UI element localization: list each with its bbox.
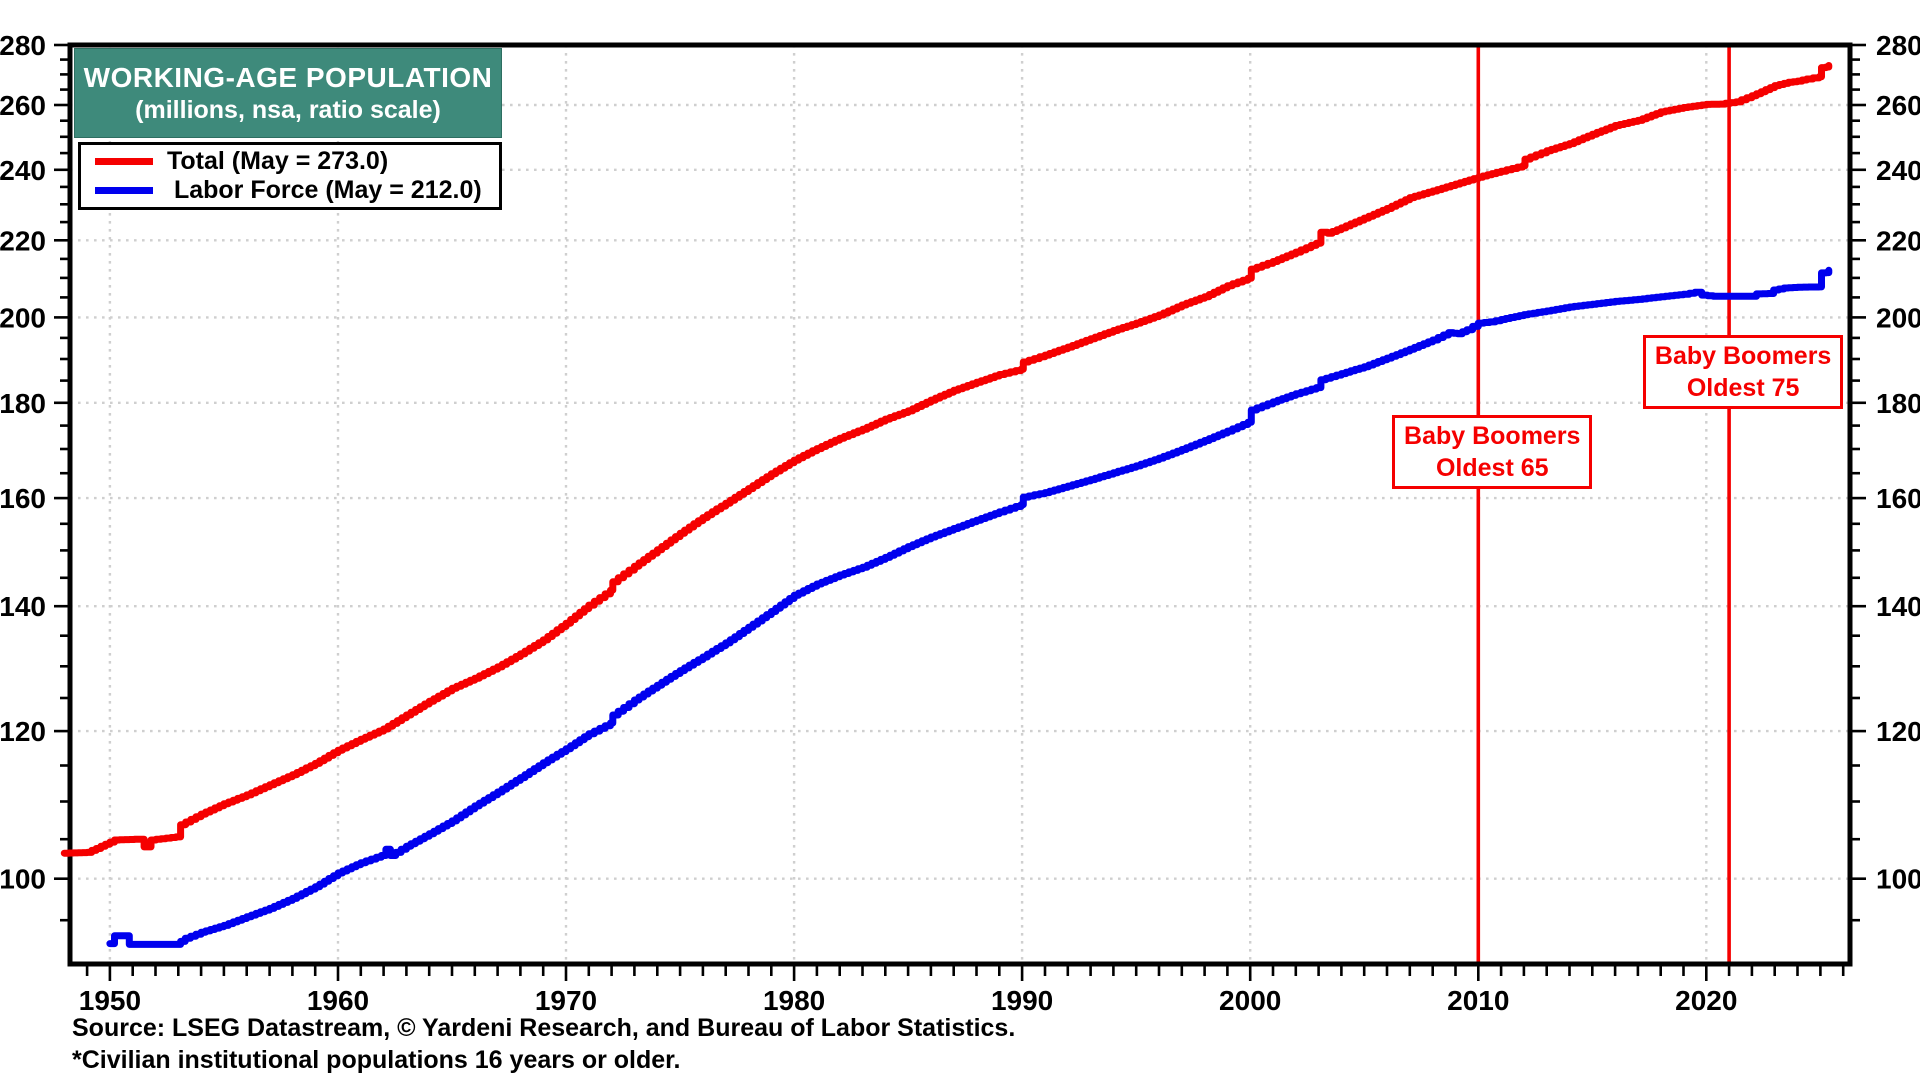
y-axis-label-right: 100 <box>1876 864 1920 895</box>
y-axis-label-left: 220 <box>0 225 46 256</box>
legend-item-total: Total (May = 273.0) <box>81 147 499 176</box>
legend-item-labor-force: Labor Force (May = 212.0) <box>81 176 499 205</box>
y-axis-label-left: 280 <box>0 30 46 61</box>
chart-subtitle: (millions, nsa, ratio scale) <box>135 95 441 124</box>
legend-swatch-total <box>95 158 153 165</box>
x-axis-label: 2020 <box>1675 985 1737 1016</box>
y-axis-label-right: 280 <box>1876 30 1920 61</box>
x-axis-label: 1970 <box>535 985 597 1016</box>
y-axis-label-right: 240 <box>1876 155 1920 186</box>
x-axis-label: 1960 <box>307 985 369 1016</box>
y-axis-label-left: 140 <box>0 591 46 622</box>
series-line-labor-force <box>106 266 1833 948</box>
y-axis-label-left: 200 <box>0 302 46 333</box>
y-axis-label-left: 100 <box>0 864 46 895</box>
source-line: Source: LSEG Datastream, © Yardeni Resea… <box>72 1014 1016 1042</box>
legend-label-labor-force: Labor Force (May = 212.0) <box>167 176 482 204</box>
annotation-text: Oldest 75 <box>1686 374 1800 402</box>
annotation-text: Baby Boomers <box>1654 342 1832 370</box>
legend-swatch-labor-force <box>95 187 153 194</box>
y-axis-label-right: 120 <box>1876 716 1920 747</box>
x-axis-label: 2000 <box>1219 985 1281 1016</box>
y-axis-label-left: 260 <box>0 90 46 121</box>
source-note: Source: LSEG Datastream, © Yardeni Resea… <box>72 1012 1015 1076</box>
y-axis-label-right: 160 <box>1876 483 1920 514</box>
y-axis-label-left: 160 <box>0 483 46 514</box>
y-axis-label-left: 180 <box>0 388 46 419</box>
annotation-text: Baby Boomers <box>1404 422 1581 450</box>
y-axis-label-left: 240 <box>0 155 46 186</box>
y-axis-label-right: 260 <box>1876 90 1920 121</box>
annotation-box-oldest-65: Baby Boomers Oldest 65 <box>1392 415 1593 489</box>
plot-frame <box>67 42 1853 967</box>
x-axis-label: 1950 <box>79 985 141 1016</box>
series-line-total <box>60 62 1833 857</box>
annotation-box-oldest-75: Baby Boomers Oldest 75 <box>1643 335 1844 409</box>
legend: Total (May = 273.0) Labor Force (May = 2… <box>78 142 502 210</box>
y-axis-label-right: 180 <box>1876 388 1920 419</box>
y-axis-label-right: 140 <box>1876 591 1920 622</box>
y-axis-label-right: 220 <box>1876 225 1920 256</box>
title-box: WORKING-AGE POPULATION (millions, nsa, r… <box>74 48 502 138</box>
annotation-text: Oldest 65 <box>1435 454 1549 482</box>
y-axis-label-right: 200 <box>1876 302 1920 333</box>
x-axis-label: 1990 <box>991 985 1053 1016</box>
x-axis-label: 1980 <box>763 985 825 1016</box>
x-axis-label: 2010 <box>1447 985 1509 1016</box>
footnote-line: *Civilian institutional populations 16 y… <box>72 1046 681 1074</box>
y-axis-label-left: 120 <box>0 716 46 747</box>
chart-title: WORKING-AGE POPULATION <box>83 61 493 93</box>
legend-label-total: Total (May = 273.0) <box>167 147 389 175</box>
